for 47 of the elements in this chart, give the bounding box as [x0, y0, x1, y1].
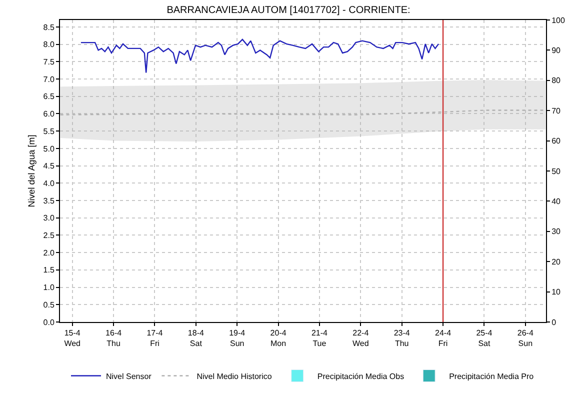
- y-tick-label: 8.0: [43, 40, 55, 50]
- legend-label: Nivel Sensor: [106, 372, 152, 381]
- y-tick-label: 3.0: [43, 214, 55, 223]
- y-tick-label: 5.0: [43, 144, 55, 154]
- y2-tick-label: 60: [552, 136, 562, 146]
- x-tick-label: 15-4 Wed: [64, 328, 81, 348]
- x-tick-label: 18-4 Sat: [188, 328, 204, 348]
- y-tick-label: 6.0: [43, 110, 55, 119]
- y-tick-label: 8.5: [43, 22, 55, 32]
- y2-tick-label: 40: [552, 197, 562, 206]
- y-axis-title: Nivel del Agua [m]: [26, 134, 37, 208]
- y-tick-label: 1.0: [43, 283, 55, 292]
- legend-label: Precipitación Media Obs: [317, 372, 404, 381]
- y2-tick-label: 20: [552, 257, 562, 266]
- chart-title: BARRANCAVIEJA AUTOM [14017702] - CORRIENTE:: [166, 5, 410, 16]
- y2-tick-label: 30: [552, 227, 562, 236]
- y-tick-label: 4.0: [43, 178, 55, 188]
- y-tick-label: 2.5: [43, 231, 55, 240]
- x-tick-label: 22-4 Wed: [352, 328, 370, 348]
- y2-tick-label: 90: [552, 46, 562, 55]
- y-tick-label: 5.5: [43, 126, 55, 136]
- x-tick-label: 26-4 Sun: [517, 328, 534, 348]
- x-tick-label: 24-4 Fri: [435, 328, 452, 348]
- y-tick-label: 0.0: [43, 318, 55, 327]
- x-tick-label: 20-4 Mon: [270, 328, 287, 348]
- x-tick-label: 23-4 Thu: [394, 328, 410, 348]
- legend-label: Precipitación Media Pro: [449, 372, 534, 381]
- y2-tick-label: 0: [552, 318, 557, 327]
- y-tick-label: 3.5: [43, 196, 55, 206]
- x-tick-label: 16-4 Thu: [106, 328, 122, 348]
- y2-tick-label: 70: [552, 106, 562, 116]
- y-tick-label: 7.0: [43, 74, 55, 84]
- y2-tick-label: 80: [552, 76, 562, 86]
- y-tick-label: 1.5: [43, 266, 55, 275]
- y2-tick-label: 10: [552, 288, 562, 297]
- y-tick-label: 0.5: [43, 300, 55, 310]
- y2-tick-label: 100: [552, 16, 566, 25]
- x-tick-label: 19-4 Sun: [229, 328, 246, 348]
- y-tick-label: 7.5: [43, 57, 55, 66]
- x-tick-label: 17-4 Fri: [146, 328, 164, 348]
- y2-tick-label: 50: [552, 166, 562, 176]
- y-tick-label: 4.5: [43, 162, 55, 171]
- x-tick-label: 21-4 Tue: [311, 328, 328, 348]
- y-tick-label: 6.5: [43, 92, 55, 102]
- legend-label: Nivel Medio Historico: [196, 372, 272, 381]
- x-tick-label: 25-4 Sat: [476, 328, 493, 348]
- y-tick-label: 2.0: [43, 248, 55, 258]
